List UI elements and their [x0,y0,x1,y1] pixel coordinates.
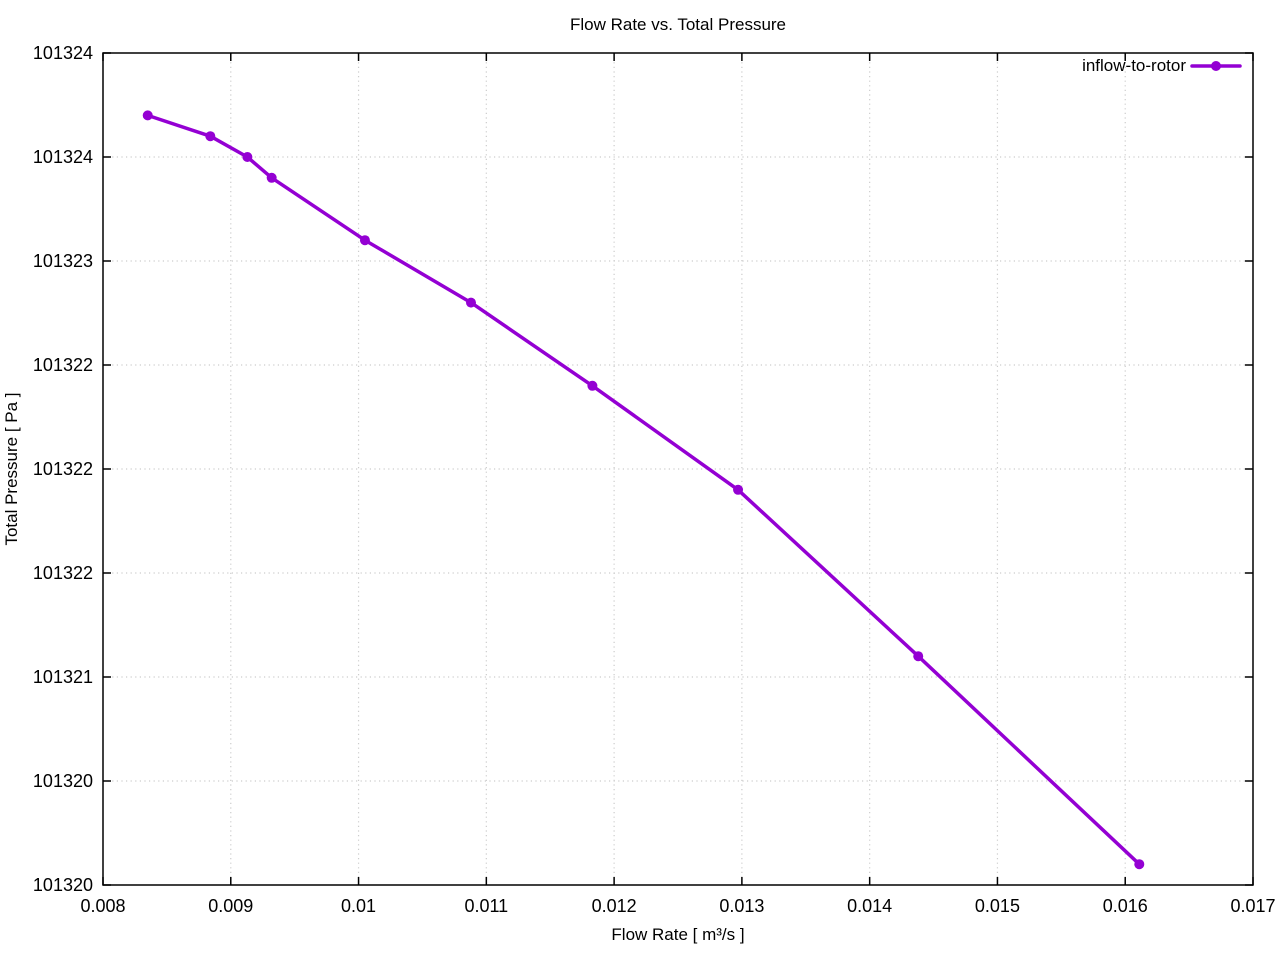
y-tick-label: 101322 [33,459,93,479]
series-line [145,113,1142,866]
data-point [142,110,153,121]
grid-lines [103,53,1253,885]
x-tick-label: 0.013 [719,896,764,916]
y-tick-label: 101323 [33,251,93,271]
x-tick-label: 0.011 [464,896,508,916]
y-tick-label: 101322 [33,563,93,583]
x-tick-label: 0.01 [341,896,376,916]
data-point [733,484,744,495]
y-tick-label: 101320 [33,875,93,895]
tick-marks [102,52,1254,886]
y-tick-label: 101324 [33,43,93,63]
data-point [266,172,277,183]
chart-title: Flow Rate vs. Total Pressure [569,15,787,34]
x-axis-title: Flow Rate [ m³/s ] [611,925,745,944]
y-tick-label: 101322 [33,355,93,375]
x-tick-label: 0.012 [592,896,637,916]
y-tick-label: 101324 [33,147,93,167]
legend-entry-label: inflow-to-rotor [1082,56,1186,75]
x-tick-label: 0.008 [80,896,125,916]
x-tick-label: 0.009 [208,896,253,916]
data-point [1134,859,1145,870]
y-tick-label: 101320 [33,771,93,791]
data-point [466,297,476,308]
data-point [242,152,253,162]
data-point [205,131,216,142]
data-point [587,380,598,391]
data-point [359,235,370,246]
tick-labels: 0.008 0.009 0.01 0.011 0.012 0.013 0.014 0.015 0… [33,43,1276,916]
series-markers [142,110,1145,870]
x-tick-label: 0.015 [975,896,1020,916]
y-axis-title: Total Pressure [ Pa ] [2,392,21,546]
legend-sample [1190,61,1242,71]
x-tick-label: 0.017 [1230,896,1275,916]
legend-sample-marker [1211,61,1221,71]
y-tick-label: 101321 [33,667,93,687]
x-tick-label: 0.014 [847,896,892,916]
data-point [913,651,924,662]
x-tick-label: 0.016 [1103,896,1148,916]
